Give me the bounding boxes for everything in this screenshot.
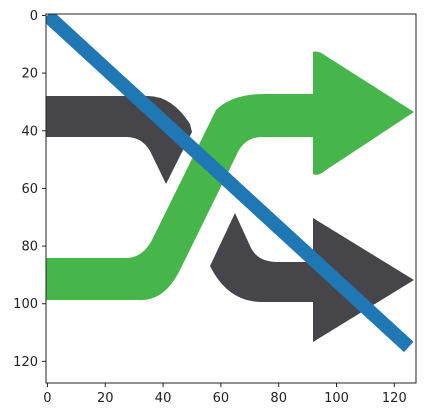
series-layer — [46, 14, 414, 353]
shuffle-green-lower-bar — [46, 94, 313, 301]
y-tick-label: 100 — [13, 297, 38, 312]
y-axis: 0 20 40 60 80 100 120 — [13, 9, 46, 370]
x-tick-label: 80 — [270, 391, 287, 406]
y-tick-label: 40 — [21, 124, 38, 139]
x-tick-label: 0 — [43, 391, 51, 406]
y-tick-label: 120 — [13, 355, 38, 370]
x-tick-label: 20 — [97, 391, 114, 406]
y-tick-label: 60 — [21, 182, 38, 197]
y-tick-label: 80 — [21, 240, 38, 255]
x-tick-label: 120 — [382, 391, 407, 406]
x-tick-label: 100 — [324, 391, 349, 406]
shuffle-green-arrowhead — [313, 51, 414, 175]
x-tick-label: 40 — [155, 391, 172, 406]
y-tick-label: 0 — [30, 9, 38, 24]
series-line-0 — [46, 14, 414, 353]
x-axis: 0 20 40 60 80 100 120 — [43, 383, 407, 406]
x-tick-label: 60 — [213, 391, 230, 406]
plot-area — [46, 14, 416, 383]
y-tick-label: 20 — [21, 67, 38, 82]
axes-frame — [45, 13, 417, 384]
